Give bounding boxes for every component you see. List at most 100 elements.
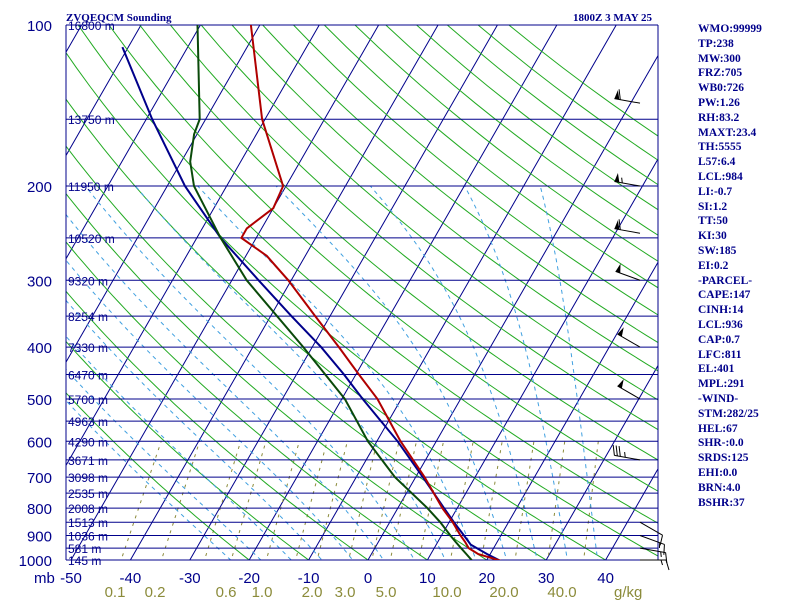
pressure-tick-label: 900 — [27, 529, 52, 546]
index-value: KI:30 — [698, 230, 727, 243]
dry-adiabat — [66, 290, 369, 560]
isotherm-line — [70, 25, 380, 560]
height-label: 581 m — [68, 542, 101, 556]
isotherm-line — [129, 25, 439, 560]
height-label: 9320 m — [68, 274, 108, 288]
moist-adiabat — [66, 399, 232, 560]
mixing-ratio-line — [449, 441, 474, 560]
index-value: TT:50 — [698, 215, 728, 228]
dry-adiabat — [66, 392, 251, 560]
index-value: SW:185 — [698, 244, 737, 257]
isotherm-line — [367, 54, 658, 560]
height-label: 145 m — [68, 554, 101, 568]
dry-adiabat — [66, 192, 488, 560]
moist-adiabat-lines — [66, 185, 599, 560]
isotherm-line — [66, 25, 320, 467]
index-value: LI:-0.7 — [698, 185, 733, 198]
moist-adiabat — [464, 185, 568, 560]
isobar-lines — [65, 24, 659, 561]
mixing-ratio-line — [389, 441, 417, 560]
temperature-tick-label: 10 — [419, 570, 436, 587]
dry-adiabat — [66, 241, 429, 560]
mixing-ratio-line — [230, 441, 267, 560]
temperature-tick-label: -20 — [238, 570, 260, 587]
index-value: PW:1.26 — [698, 96, 740, 109]
isotherm-line — [308, 25, 617, 560]
pressure-tick-label: 400 — [27, 340, 52, 357]
dewpoint-trace — [189, 25, 473, 560]
index-value: STM:282/25 — [698, 407, 759, 420]
dry-adiabat — [200, 25, 658, 401]
temperature-tick-label: 40 — [597, 570, 614, 587]
mixing-ratio-tick-label: 10.0 — [432, 584, 461, 600]
valid-time: 1800Z 3 MAY 25 — [573, 12, 652, 24]
dry-adiabat — [139, 25, 658, 461]
pressure-tick-label: 200 — [27, 179, 52, 196]
index-value: LFC:811 — [698, 348, 742, 361]
mixing-ratio-line — [204, 441, 242, 560]
index-value: SHR-:0.0 — [698, 437, 744, 450]
index-value: EI:0.2 — [698, 259, 729, 272]
temperature-tick-label: 20 — [478, 570, 495, 587]
pressure-unit-label: mb — [34, 570, 55, 587]
temperature-tick-label: -30 — [179, 570, 201, 587]
index-value: RH:83.2 — [698, 111, 740, 124]
index-value: L57:6.4 — [698, 156, 736, 169]
moist-adiabat — [135, 185, 446, 560]
dry-adiabat — [170, 25, 658, 431]
height-label: 13750 m — [68, 113, 115, 127]
height-label: 16800 m — [68, 19, 115, 33]
sounding-indices-panel: WMO:99999 TP:238 MW:300 FRZ:705 WB0:726 PW:1.… — [698, 22, 798, 510]
parcel-trace — [121, 46, 501, 560]
index-value: WB0:726 — [698, 82, 744, 95]
dry-adiabat — [354, 25, 658, 262]
index-value: -WIND- — [698, 392, 739, 405]
moist-adiabat — [370, 185, 538, 560]
pressure-tick-label: 300 — [27, 273, 52, 290]
index-value: BSHR:37 — [698, 496, 745, 509]
dry-adiabat — [323, 25, 658, 289]
pressure-tick-label: 800 — [27, 501, 52, 518]
sounding-title: ZVQEQCM Sounding — [66, 12, 172, 24]
temperature-tick-label: -40 — [120, 570, 142, 587]
height-label: 8254 m — [68, 310, 108, 324]
temperature-tick-label: -10 — [298, 570, 320, 587]
index-value: MW:300 — [698, 52, 741, 65]
dry-adiabat — [77, 25, 658, 524]
wind-barb — [639, 547, 668, 564]
index-value: FRZ:705 — [698, 67, 743, 80]
isotherm-line — [0, 25, 22, 560]
index-value: LCL:984 — [698, 170, 743, 183]
index-value: BRN:4.0 — [698, 481, 741, 494]
height-label: 4290 m — [68, 435, 108, 449]
moist-adiabat — [84, 185, 416, 560]
wind-barbs — [612, 89, 670, 571]
pressure-tick-label: 100 — [27, 18, 52, 35]
index-value: MPL:291 — [698, 378, 745, 391]
dry-adiabat — [231, 25, 658, 372]
height-label: 2008 m — [68, 502, 108, 516]
temperature-trace — [240, 25, 502, 560]
temperature-tick-label: 30 — [538, 570, 555, 587]
isotherm-line — [66, 25, 261, 364]
isotherm-line — [426, 157, 658, 560]
temperature-tick-label: -50 — [60, 570, 82, 587]
isotherm-line — [545, 364, 658, 560]
index-value: CAPE:147 — [698, 289, 751, 302]
pressure-tick-label: 600 — [27, 434, 52, 451]
mixing-ratio-tick-label: 0.6 — [216, 584, 237, 600]
index-value: TP:238 — [698, 37, 734, 50]
mixing-ratio-tick-label: 1.0 — [252, 584, 273, 600]
pressure-tick-label: 1000 — [19, 553, 52, 570]
wind-barb — [614, 219, 641, 234]
dry-adiabat-lines — [66, 25, 658, 560]
moist-adiabat — [66, 213, 385, 560]
height-label: 11950 m — [68, 180, 114, 194]
dry-adiabat — [66, 340, 310, 560]
isotherm-line — [189, 25, 498, 560]
mixing-ratio-tick-label: 3.0 — [335, 584, 356, 600]
mixing-ratio-tick-label: 5.0 — [376, 584, 397, 600]
pressure-tick-label: 500 — [27, 392, 52, 409]
